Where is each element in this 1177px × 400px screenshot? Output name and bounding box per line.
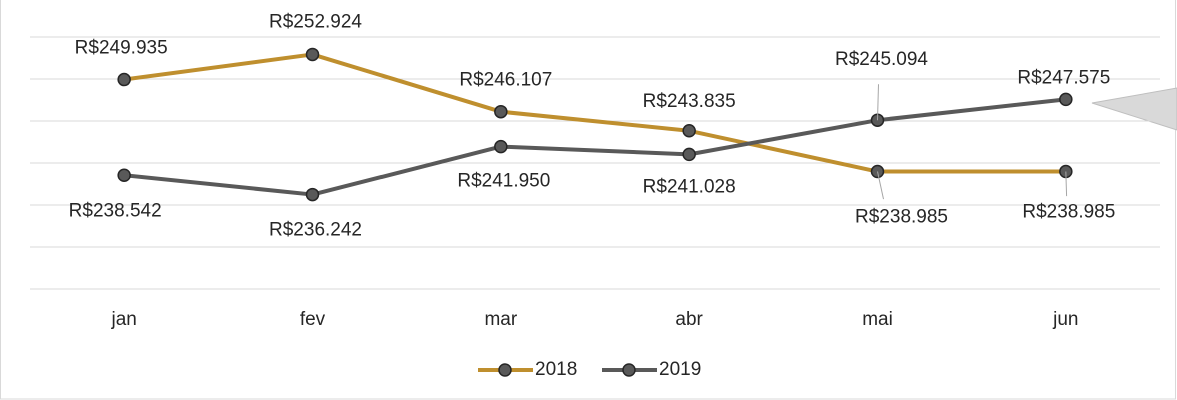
x-tick-label: jun	[1052, 309, 1078, 330]
data-label: R$238.542	[69, 200, 162, 221]
data-label: R$238.985	[855, 207, 948, 228]
leader-line	[1065, 171, 1068, 197]
data-label: R$238.985	[1022, 202, 1115, 223]
callout-shape	[1091, 87, 1177, 131]
leader-line	[877, 84, 879, 121]
line-series	[123, 97, 1067, 197]
marker	[305, 47, 320, 62]
x-tick-label: abr	[675, 309, 703, 330]
marker	[117, 168, 131, 182]
legend-marker	[498, 363, 512, 377]
data-label: R$236.242	[269, 220, 362, 241]
legend-marker	[622, 363, 636, 377]
data-label: R$252.924	[269, 11, 362, 32]
marker	[494, 104, 508, 119]
x-tick-label: jan	[110, 309, 136, 330]
data-label: R$241.028	[643, 176, 736, 197]
x-tick-label: mar	[484, 309, 517, 330]
leader-line	[877, 171, 884, 200]
legend-label: 2018	[535, 359, 577, 380]
marker	[494, 139, 508, 154]
data-label: R$246.107	[459, 70, 552, 91]
data-label: R$245.094	[835, 49, 928, 70]
data-label: R$247.575	[1017, 67, 1110, 88]
marker	[117, 72, 131, 87]
data-label: R$249.935	[75, 38, 168, 59]
marker	[682, 124, 696, 138]
marker	[305, 187, 320, 202]
line-series	[123, 52, 1066, 174]
data-label: R$243.835	[643, 91, 736, 112]
marker	[682, 147, 696, 162]
legend-label: 2019	[659, 359, 701, 380]
x-tick-label: mai	[862, 309, 893, 330]
marker	[1059, 92, 1073, 107]
x-tick-label: fev	[300, 309, 326, 330]
data-label: R$241.950	[457, 171, 550, 192]
